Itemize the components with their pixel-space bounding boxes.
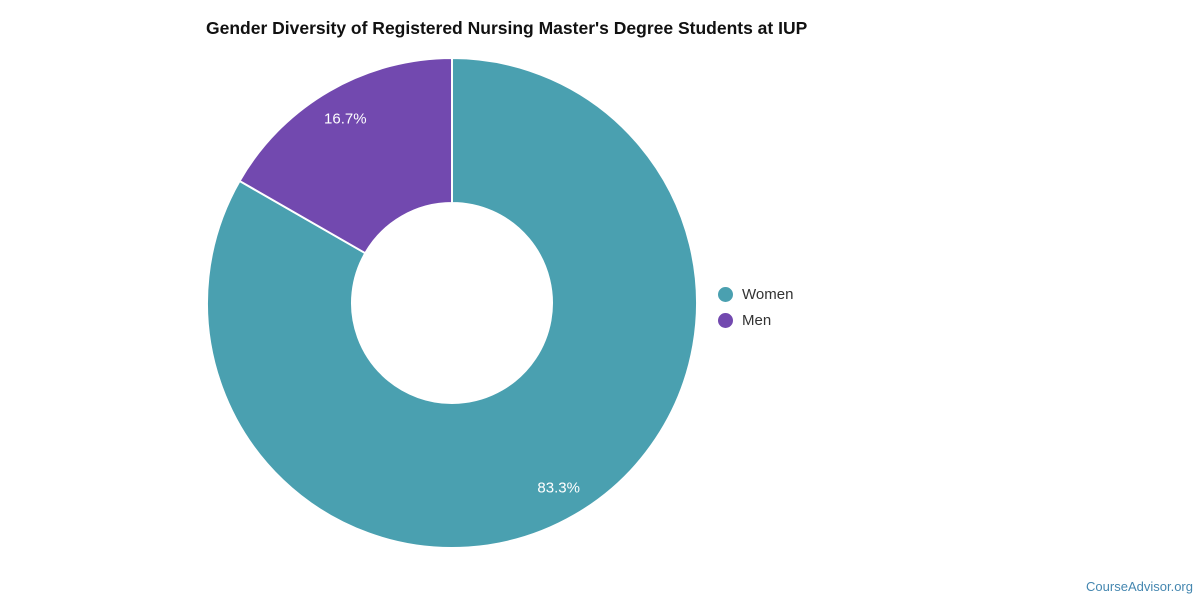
- legend-swatch-women: [718, 286, 733, 302]
- legend-item-men[interactable]: Men: [718, 307, 793, 333]
- legend-label-men: Men: [742, 311, 772, 329]
- slice-label-men: 16.7%: [324, 111, 367, 128]
- pie-slice-women[interactable]: [206, 57, 698, 549]
- legend: Women Men: [718, 281, 793, 333]
- legend-item-women[interactable]: Women: [718, 281, 793, 307]
- chart-title: Gender Diversity of Registered Nursing M…: [206, 18, 808, 38]
- legend-label-women: Women: [742, 285, 794, 303]
- slice-label-women: 83.3%: [537, 479, 580, 496]
- legend-swatch-men: [718, 312, 733, 328]
- courseadvisor-watermark-link[interactable]: CourseAdvisor.org: [1086, 579, 1193, 594]
- pie-slice-men[interactable]: [238, 57, 453, 255]
